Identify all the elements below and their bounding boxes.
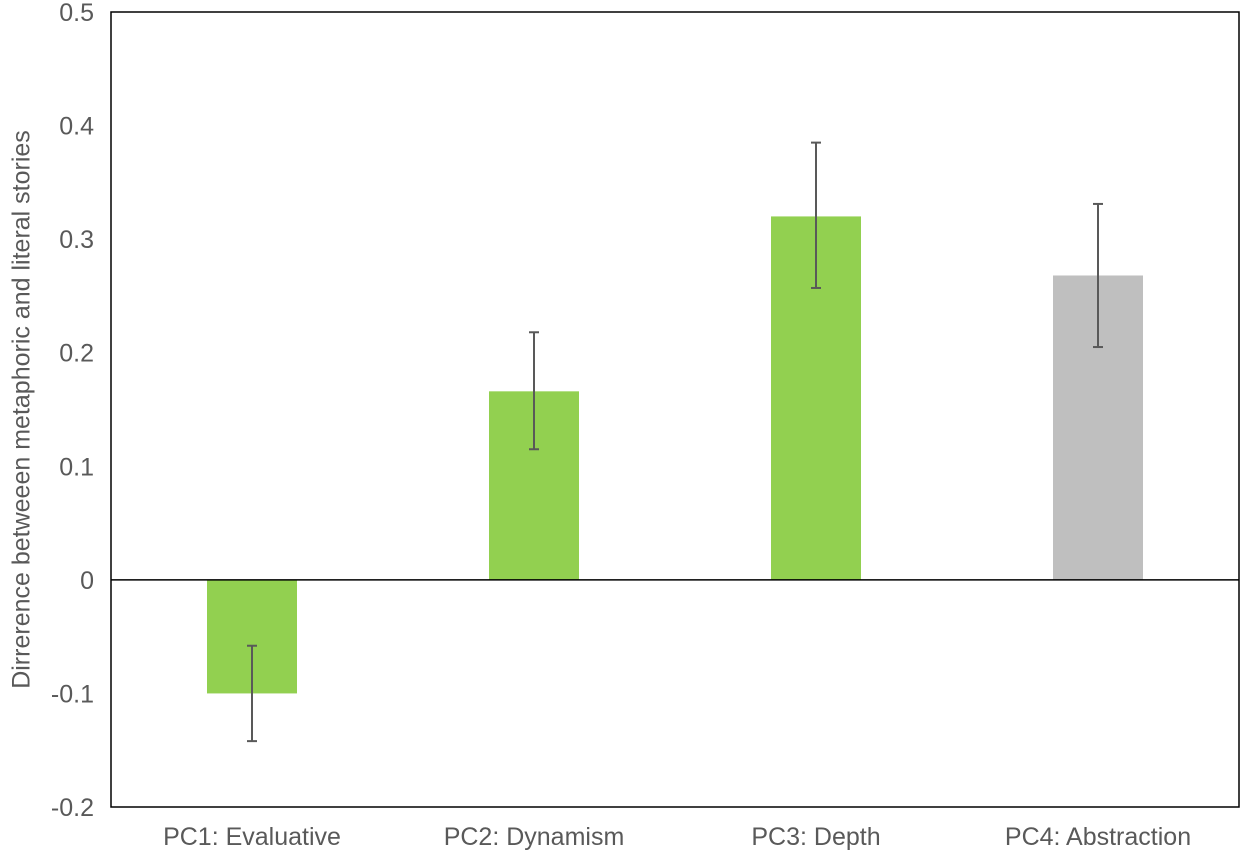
- y-tick-label: 0: [80, 567, 94, 595]
- y-tick-label: -0.2: [51, 794, 94, 822]
- x-tick-label: PC3: Depth: [751, 823, 880, 851]
- plot-frame: [110, 11, 1240, 808]
- y-tick-label: 0.4: [59, 113, 94, 141]
- y-tick-label: -0.1: [51, 680, 94, 708]
- y-tick-label: 0.5: [59, 0, 94, 27]
- error-bar-3: [811, 141, 821, 289]
- error-bar-2: [529, 331, 539, 451]
- x-tick-label: PC4: Abstraction: [1005, 823, 1191, 851]
- x-tick-label: PC2: Dynamism: [444, 823, 625, 851]
- error-bar-1: [247, 644, 257, 743]
- y-axis-title: Dirrerence betweeen metaphoric and liter…: [8, 130, 36, 689]
- x-tick-label: PC1: Evaluative: [163, 823, 341, 851]
- y-tick-label: 0.1: [59, 453, 94, 481]
- error-bar-4: [1093, 202, 1103, 349]
- y-tick-label: 0.3: [59, 226, 94, 254]
- y-tick-label: 0.2: [59, 340, 94, 368]
